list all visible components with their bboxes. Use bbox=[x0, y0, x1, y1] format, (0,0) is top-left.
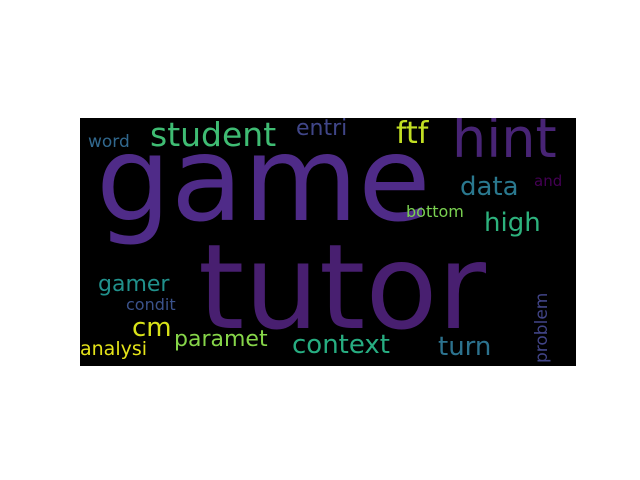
word-condit: condit bbox=[126, 295, 176, 314]
word-turn: turn bbox=[438, 332, 492, 362]
word-word: word bbox=[88, 132, 130, 152]
word-data: data bbox=[460, 172, 519, 202]
word-context: context bbox=[292, 330, 390, 360]
word-entri: entri bbox=[296, 118, 348, 141]
word-tutor: tutor bbox=[198, 218, 487, 356]
word-game: game bbox=[96, 118, 431, 248]
word-hint: hint bbox=[452, 118, 557, 170]
word-cm: cm bbox=[132, 313, 172, 343]
word-gamer: gamer bbox=[98, 272, 170, 297]
word-and: and bbox=[534, 172, 563, 190]
word-bottom: bottom bbox=[406, 202, 464, 221]
word-problem: problem bbox=[532, 292, 552, 363]
word-analysi: analysi bbox=[80, 338, 148, 360]
word-ftf: ftf bbox=[396, 118, 429, 151]
word-student: student bbox=[150, 118, 277, 154]
word-cloud-canvas: game tutor hint student entri ftf word d… bbox=[80, 118, 576, 366]
word-paramet: paramet bbox=[174, 327, 268, 352]
word-high: high bbox=[484, 208, 541, 238]
